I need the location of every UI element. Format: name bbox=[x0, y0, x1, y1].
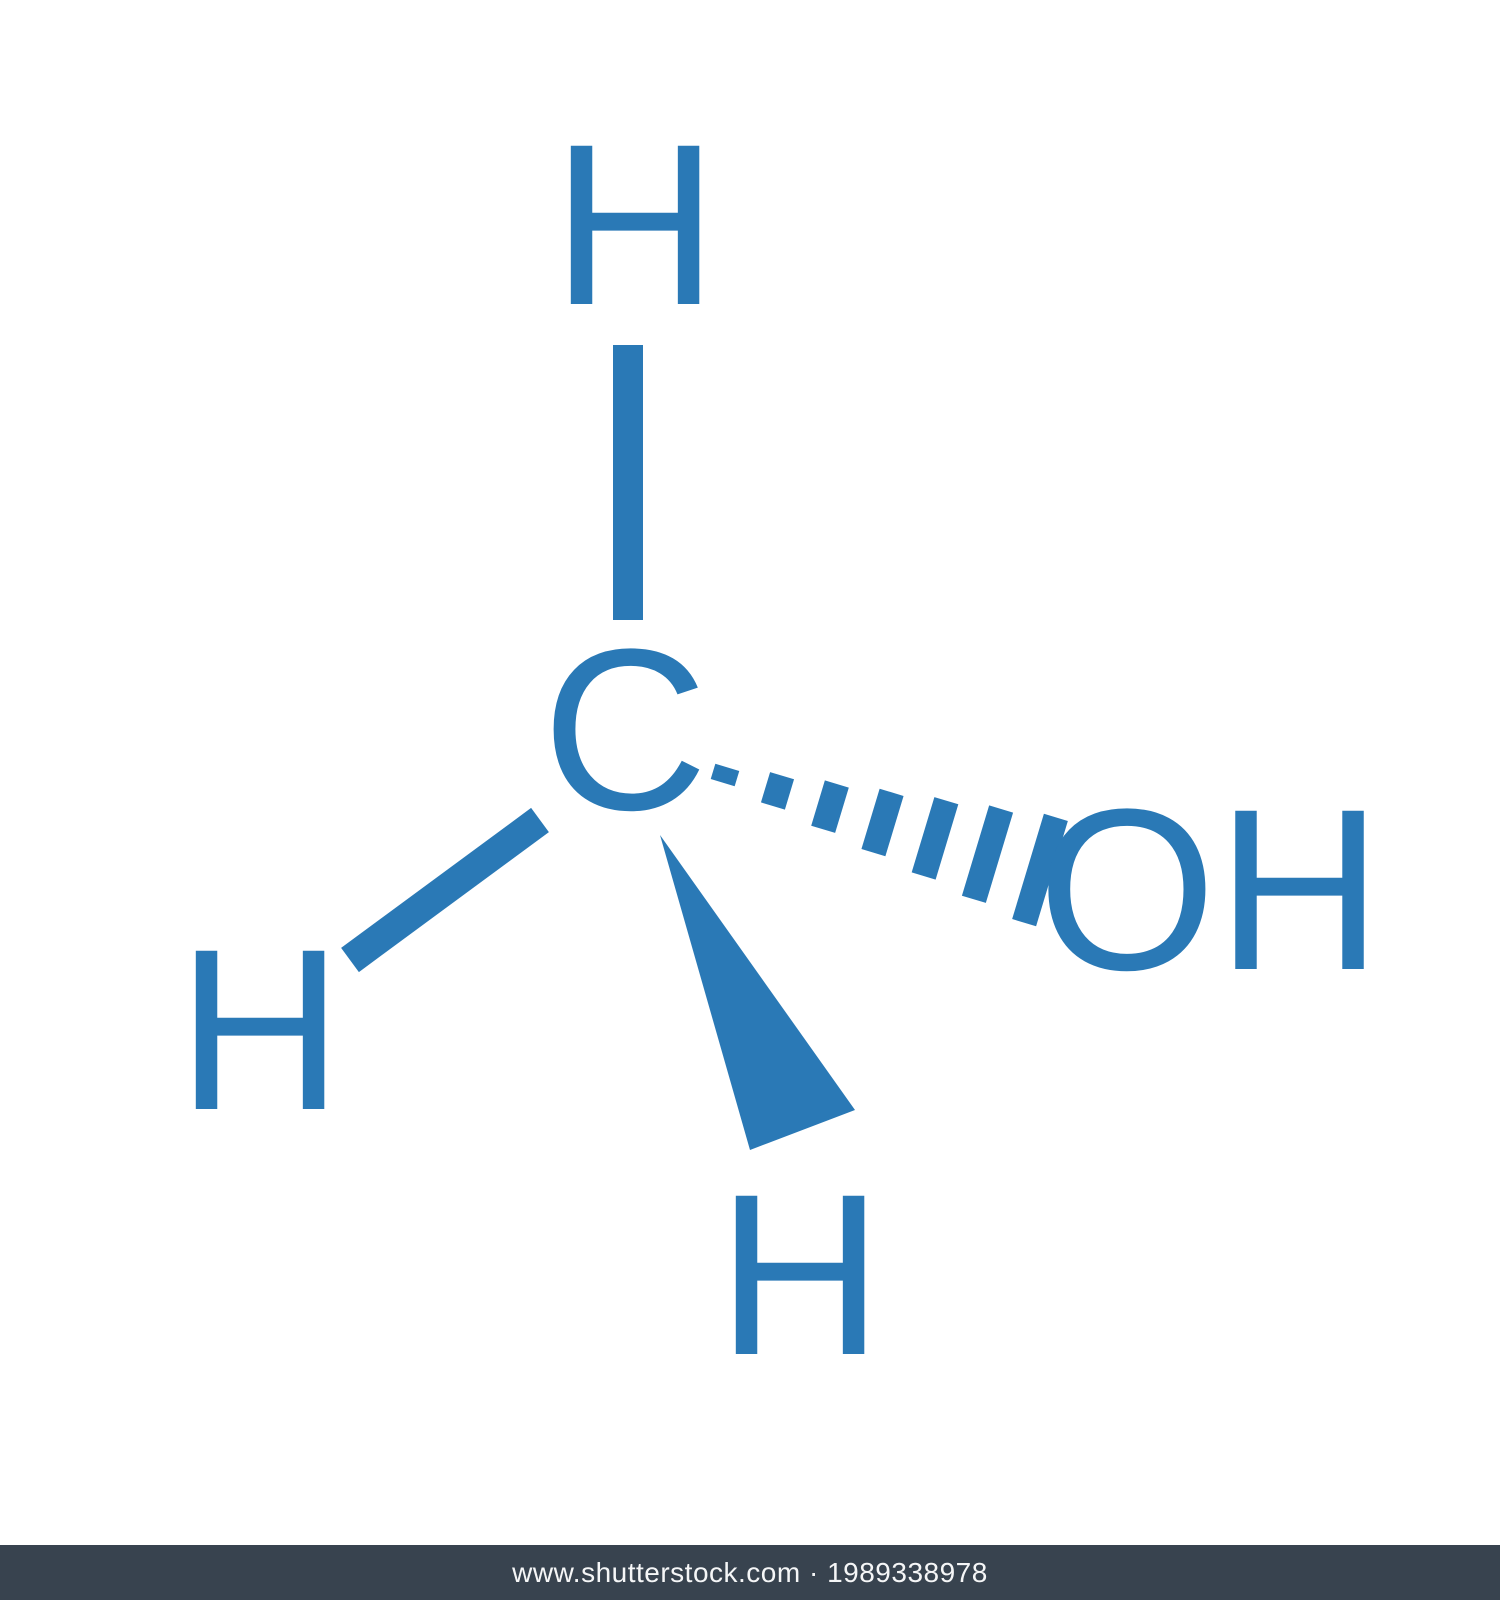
atom-left: H bbox=[177, 915, 343, 1145]
atom-center: C bbox=[542, 615, 708, 845]
attribution-footer: www.shutterstock.com · 1989338978 bbox=[0, 1545, 1500, 1600]
bond-hash-3 bbox=[723, 767, 1056, 922]
atom-right: OH bbox=[1038, 775, 1383, 1005]
bond-wedge-2 bbox=[660, 835, 855, 1150]
atom-bottom: H bbox=[717, 1160, 883, 1390]
atom-top: H bbox=[552, 110, 718, 340]
attribution-text: www.shutterstock.com · 1989338978 bbox=[512, 1557, 988, 1589]
bond-plain-1 bbox=[350, 820, 540, 960]
molecule-diagram: CHHHOH bbox=[0, 0, 1500, 1600]
